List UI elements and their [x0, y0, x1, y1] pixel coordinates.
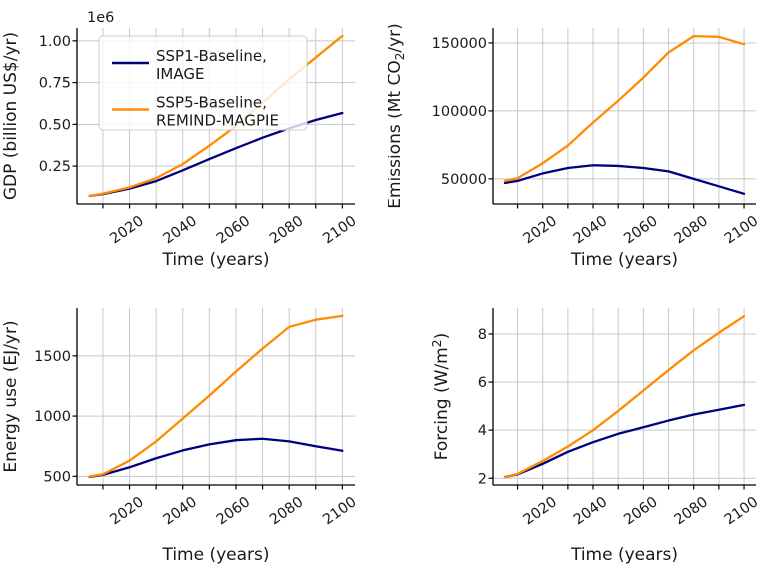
legend-label: SSP1-Baseline, [156, 47, 267, 65]
x-tick-label: 2040 [571, 213, 610, 247]
x-tick-label: 2080 [672, 494, 711, 528]
y-tick-label: 1500 [34, 349, 71, 365]
x-tick-label: 2100 [320, 213, 359, 247]
x-axis-label: Time (years) [570, 250, 678, 270]
x-axis-label: Time (years) [161, 545, 269, 565]
y-tick-label: 8 [478, 327, 487, 343]
x-tick-label: 2020 [521, 494, 560, 528]
y-tick-label: 0.25 [39, 159, 71, 175]
legend-box [98, 35, 308, 131]
y-axis-label: Emissions (Mt CO2/yr) [388, 23, 407, 209]
y-axis-label: GDP (billion US$/yr) [1, 32, 21, 200]
series-line-ssp5 [503, 315, 746, 479]
x-tick-label: 2060 [621, 213, 660, 247]
emissions-chart-canvas: 2020 2040 2060 2080 2100 50000 100000 150000 Tim… [385, 23, 761, 270]
y-tick-label: 100000 [432, 104, 487, 120]
subplot-energy: 2020 2040 2060 2080 2100 500 1000 1500 Time (yea… [0, 288, 388, 575]
x-tick-label: 2060 [621, 494, 660, 528]
x-tick-label: 2080 [267, 213, 306, 247]
x-tick-label: 2060 [214, 494, 253, 528]
x-tick-label: 2020 [521, 213, 560, 247]
series-line-ssp1 [503, 164, 746, 195]
y-tick-label: 4 [478, 423, 487, 439]
x-tick-label: 2020 [107, 494, 146, 528]
y-axis-label: Energy use (EJ/yr) [1, 320, 21, 472]
subplot-gdp: 2020 2040 2060 2080 2100 0.25 0.50 0.75 1.00 1e6 T… [0, 0, 388, 288]
y-tick-label: 2 [478, 471, 487, 487]
series-line-ssp1 [503, 403, 746, 479]
x-axis-label: Time (years) [570, 545, 678, 565]
legend-label: REMIND-MAGPIE [156, 112, 279, 130]
x-tick-label: 2040 [571, 494, 610, 528]
series-line-ssp1 [88, 437, 344, 479]
energy-chart-canvas: 2020 2040 2060 2080 2100 500 1000 1500 Time (yea… [1, 308, 360, 565]
x-tick-label: 2040 [161, 494, 200, 528]
series-line-ssp5 [88, 314, 344, 478]
x-tick-label: 2020 [107, 213, 146, 247]
x-tick-label: 2080 [672, 213, 711, 247]
x-tick-label: 2100 [722, 494, 761, 528]
x-tick-label: 2060 [214, 213, 253, 247]
legend-label: SSP5-Baseline, [156, 94, 267, 112]
x-tick-label: 2100 [722, 213, 761, 247]
y-tick-label: 500 [43, 469, 71, 485]
y-tick-label: 50000 [441, 172, 487, 188]
series-line-ssp5 [503, 35, 746, 183]
x-tick-label: 2040 [161, 213, 200, 247]
y-tick-label: 6 [478, 375, 487, 391]
legend-label: IMAGE [156, 65, 204, 83]
y-axis-label: Forcing (W/m2) [429, 333, 452, 461]
y-axis-offset-label: 1e6 [87, 10, 114, 26]
forcing-chart-canvas: 2020 2040 2060 2080 2100 2 4 6 8 Time (years) Forc… [429, 308, 761, 565]
x-axis-label: Time (years) [161, 250, 269, 270]
subplot-forcing: 2020 2040 2060 2080 2100 2 4 6 8 Time (years) Forc… [388, 288, 775, 575]
x-tick-label: 2100 [320, 494, 359, 528]
x-tick-label: 2080 [267, 494, 306, 528]
y-tick-label: 150000 [432, 36, 487, 52]
y-tick-label: 1000 [34, 409, 71, 425]
y-tick-label: 0.50 [39, 117, 71, 133]
subplot-emissions: 2020 2040 2060 2080 2100 50000 100000 150000 Tim… [385, 0, 775, 288]
y-tick-label: 0.75 [39, 76, 71, 92]
gdp-chart-canvas: 2020 2040 2060 2080 2100 0.25 0.50 0.75 1.00 1e6 T… [1, 10, 360, 270]
y-tick-label: 1.00 [39, 34, 71, 50]
